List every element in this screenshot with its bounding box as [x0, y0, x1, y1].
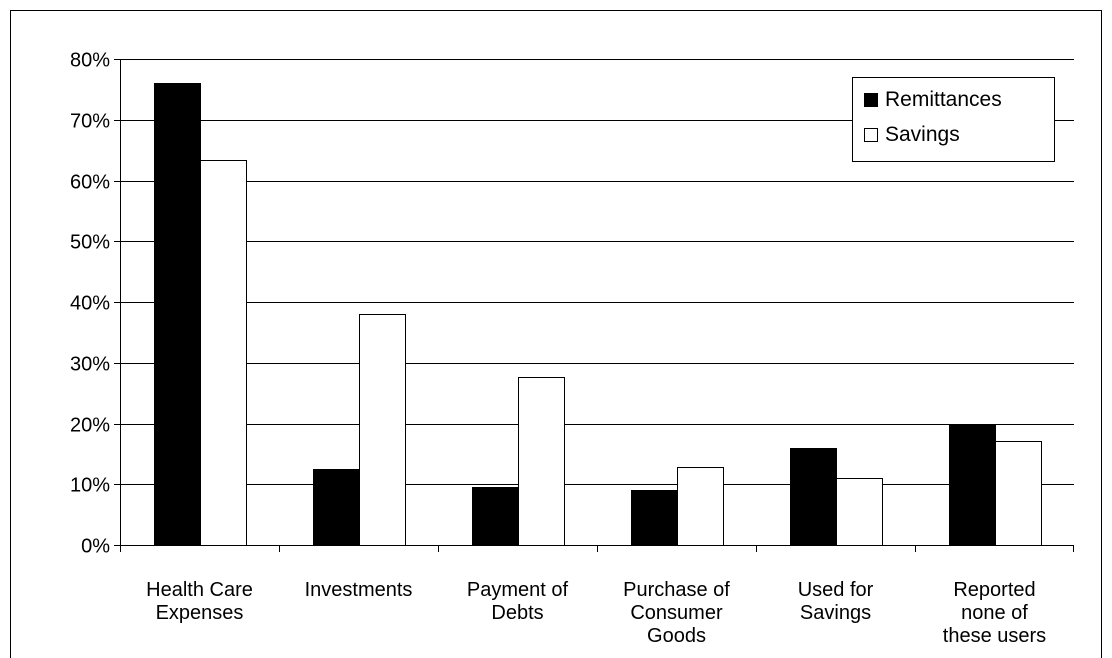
category-label-line: Used for [798, 579, 874, 601]
y-tick-labels: 0% 10% 20% 30% 40% 50% 60% 70% 80% [70, 50, 110, 558]
legend-swatch-remittances [864, 93, 878, 107]
category-label-line: Reported [953, 579, 1035, 601]
y-tick-label: 0% [81, 536, 110, 558]
legend-label-remittances: Remittances [885, 88, 1002, 111]
category-label-line: none of [961, 602, 1028, 624]
y-tick-label: 40% [70, 293, 110, 315]
bar-savings [836, 478, 883, 546]
y-tick-label: 20% [70, 415, 110, 437]
bar-remittances [631, 490, 678, 546]
category-label: Payment of Debts [467, 579, 569, 624]
bar-savings [359, 314, 406, 546]
legend-label-savings: Savings [885, 123, 960, 146]
y-tick-label: 60% [70, 172, 110, 194]
category-labels: Health Care Expenses Investments Payment of… [146, 579, 1046, 647]
bar-savings [200, 160, 247, 546]
category-label: Health Care Expenses [146, 579, 253, 624]
category-label-line: Expenses [156, 602, 244, 624]
axes [114, 59, 1074, 552]
bar-savings [995, 441, 1042, 546]
category-label-line: Investments [305, 579, 413, 601]
y-tick-label: 30% [70, 354, 110, 376]
y-tick-label: 10% [70, 475, 110, 497]
legend-swatch-savings [864, 128, 878, 142]
category-label-line: Purchase of [623, 579, 730, 601]
y-tick-label: 70% [70, 111, 110, 133]
gridlines [120, 59, 1074, 485]
category-label-line: Health Care [146, 579, 253, 601]
bar-remittances [313, 469, 360, 546]
category-label-line: these users [943, 625, 1046, 647]
bar-savings [518, 377, 565, 546]
category-label-line: Savings [800, 602, 871, 624]
y-tick-label: 80% [70, 50, 110, 72]
category-label-line: Goods [647, 625, 706, 647]
category-label: Used for Savings [798, 579, 874, 624]
bar-remittances [949, 424, 996, 546]
category-label: Investments [305, 579, 413, 601]
category-label-line: Consumer [630, 602, 723, 624]
bar-remittances [790, 448, 837, 546]
y-tick-label: 50% [70, 232, 110, 254]
bar-remittances [154, 83, 201, 546]
bar-savings [677, 467, 724, 546]
category-label: Purchase of Consumer Goods [623, 579, 730, 647]
legend: Remittances Savings [852, 77, 1055, 162]
legend-box [852, 77, 1055, 162]
bar-remittances [472, 487, 519, 546]
category-label: Reported none of these users [943, 579, 1046, 647]
bars [154, 83, 1042, 546]
category-label-line: Payment of [467, 579, 569, 601]
category-label-line: Debts [491, 602, 543, 624]
